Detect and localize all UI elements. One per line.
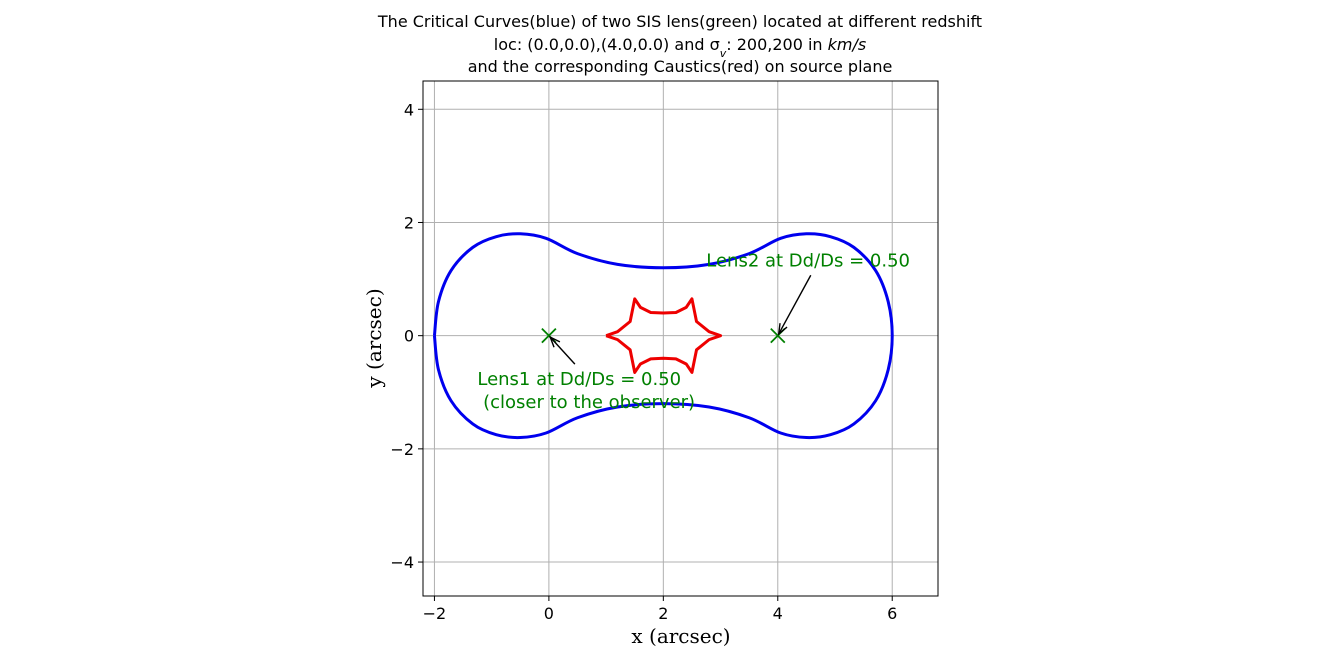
annotation-text: (closer to the observer) <box>477 392 695 413</box>
x-tick-label: 2 <box>658 604 668 623</box>
x-tick-label: 6 <box>887 604 897 623</box>
annotation-arrow <box>778 274 812 335</box>
x-tick-label: −2 <box>423 604 447 623</box>
y-axis-label: y (arcsec) <box>362 288 386 388</box>
x-tick-label: 4 <box>773 604 783 623</box>
plot-frame <box>422 80 939 597</box>
annotation-arrow <box>549 336 576 365</box>
chart-title-line-2-rest: : 200,200 in <box>726 35 827 54</box>
annotation-1: Lens1 at Dd/Ds = 0.50 (closer to the obs… <box>477 335 695 413</box>
annotation-text: Lens2 at Dd/Ds = 0.50 <box>706 250 910 271</box>
annotation-2: Lens2 at Dd/Ds = 0.50 <box>706 250 910 336</box>
chart-title-sigma-sub: v <box>720 47 727 60</box>
annotation-text: Lens1 at Dd/Ds = 0.50 <box>477 369 681 390</box>
caustic-curve <box>605 297 723 374</box>
annotations: Lens1 at Dd/Ds = 0.50 (closer to the obs… <box>477 250 910 413</box>
x-axis-label: x (arcsec) <box>631 624 730 648</box>
grid-lines <box>423 81 938 596</box>
curves <box>432 232 894 440</box>
y-tick-label: 0 <box>404 327 414 346</box>
chart-title-line-2: loc: (0.0,0.0),(4.0,0.0) and σv: 200,200… <box>494 35 866 60</box>
annotation-arrow-head <box>548 335 561 348</box>
chart-title-line-2-text: loc: (0.0,0.0),(4.0,0.0) and σ <box>494 35 720 54</box>
axis-ticks: −2 0 2 4 6 −4 −2 0 2 4 <box>390 100 897 623</box>
chart-title-line-1: The Critical Curves(blue) of two SIS len… <box>377 12 982 31</box>
y-tick-label: 2 <box>404 213 414 232</box>
x-tick-label: 0 <box>544 604 554 623</box>
y-tick-label: −2 <box>390 440 414 459</box>
critical-curve <box>432 232 894 440</box>
annotation-arrow-head <box>777 323 788 336</box>
chart-title-units: km/s <box>828 35 867 54</box>
y-tick-label: 4 <box>404 100 414 119</box>
y-tick-label: −4 <box>390 553 414 572</box>
chart-title-line-3: and the corresponding Caustics(red) on s… <box>468 57 893 76</box>
